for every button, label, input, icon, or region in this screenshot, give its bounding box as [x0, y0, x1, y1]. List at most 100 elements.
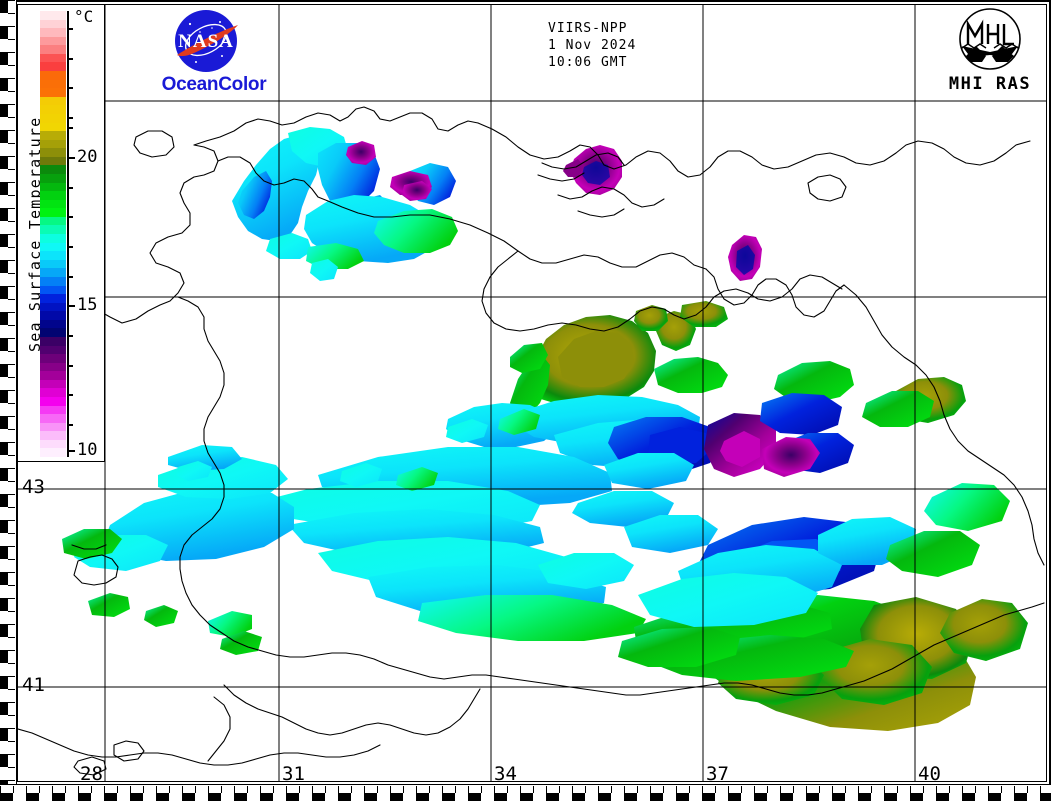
- frame-tick-minor: [871, 786, 872, 793]
- frame-tick: [598, 793, 611, 801]
- frame-tick-minor: [507, 786, 508, 793]
- frame-tick-minor: [949, 786, 950, 793]
- frame-tick-minor: [8, 247, 15, 248]
- colorbar-tick-label: 20: [77, 146, 98, 167]
- frame-tick: [0, 507, 8, 520]
- colorbar-swatch: [40, 53, 66, 63]
- frame-tick-minor: [247, 786, 248, 793]
- frame-tick-minor: [442, 786, 443, 793]
- frame-tick: [0, 572, 8, 585]
- coast-sivash: [557, 186, 665, 208]
- colorbar-swatch: [40, 148, 66, 157]
- frame-tick: [0, 598, 8, 611]
- frame-tick: [0, 78, 8, 91]
- colorbar-swatch: [40, 388, 66, 398]
- frame-tick-minor: [793, 786, 794, 793]
- frame-tick-minor: [8, 650, 15, 651]
- frame-tick-minor: [1014, 786, 1015, 793]
- frame-tick: [299, 793, 312, 801]
- lon-label-31: 31: [282, 763, 305, 785]
- frame-tick-minor: [260, 786, 261, 793]
- frame-tick: [520, 793, 533, 801]
- frame-tick-minor: [572, 786, 573, 793]
- frame-tick: [897, 793, 910, 801]
- sst-patch-nw-shelf-olive-core: [558, 331, 634, 387]
- frame-tick-minor: [286, 786, 287, 793]
- frame-tick-minor: [611, 786, 612, 793]
- frame-tick-minor: [806, 786, 807, 793]
- frame-tick: [0, 390, 8, 403]
- frame-tick: [871, 793, 884, 801]
- frame-tick-minor: [117, 786, 118, 793]
- frame-tick-minor: [8, 13, 15, 14]
- frame-tick-minor: [8, 39, 15, 40]
- frame-tick: [0, 260, 8, 273]
- frame-tick-minor: [208, 786, 209, 793]
- frame-tick-minor: [455, 786, 456, 793]
- coast-caucasus: [843, 284, 1045, 566]
- sst-patch-azov-tail-1: [266, 233, 312, 259]
- frame-tick: [0, 624, 8, 637]
- frame-tick: [442, 793, 455, 801]
- frame-tick-minor: [8, 299, 15, 300]
- frame-tick: [0, 208, 8, 221]
- frame-tick-minor: [8, 611, 15, 612]
- frame-tick-minor: [676, 786, 677, 793]
- frame-tick: [741, 793, 754, 801]
- frame-tick-minor: [884, 786, 885, 793]
- frame-tick: [416, 793, 429, 801]
- lat-label-41: 41: [22, 674, 45, 696]
- frame-tick: [260, 793, 273, 801]
- frame-tick-minor: [8, 585, 15, 586]
- frame-tick: [351, 793, 364, 801]
- lon-label-40: 40: [918, 763, 941, 785]
- sst-patch-nw-green-lobe: [510, 343, 548, 373]
- frame-tick-minor: [8, 26, 15, 27]
- frame-tick-minor: [273, 786, 274, 793]
- sst-frag-mid-3: [538, 553, 634, 589]
- frame-tick-minor: [416, 786, 417, 793]
- frame-tick: [13, 793, 26, 801]
- frame-tick-minor: [8, 663, 15, 664]
- frame-tick-minor: [65, 786, 66, 793]
- frame-tick-minor: [156, 786, 157, 793]
- frame-tick-minor: [702, 786, 703, 793]
- frame-tick-minor: [8, 481, 15, 482]
- frame-tick-minor: [8, 780, 15, 781]
- colorbar-swatch: [40, 268, 66, 277]
- colorbar-swatch: [40, 439, 66, 449]
- frame-tick-minor: [585, 786, 586, 793]
- frame-tick: [0, 351, 8, 364]
- coast-dnipro-liman-2: [537, 172, 585, 182]
- frame-tick: [1040, 793, 1051, 801]
- frame-tick-minor: [8, 728, 15, 729]
- frame-tick-minor: [8, 169, 15, 170]
- colorbar-swatch: [40, 345, 66, 355]
- frame-tick-minor: [8, 689, 15, 690]
- frame-tick: [0, 442, 8, 455]
- frame-tick: [0, 728, 8, 741]
- frame-tick-minor: [897, 786, 898, 793]
- frame-tick-minor: [0, 786, 1, 793]
- colorbar-swatch: [40, 113, 66, 123]
- sst-frag-sw-3: [176, 461, 212, 481]
- frame-tick-minor: [8, 91, 15, 92]
- frame-tick-minor: [8, 52, 15, 53]
- colorbar-swatch: [40, 28, 66, 37]
- frame-right-border: [1049, 0, 1051, 801]
- colorbar-swatch: [40, 173, 66, 183]
- frame-tick: [130, 793, 143, 801]
- sst-patch-crimea-se-green: [774, 361, 854, 403]
- frame-tick: [247, 793, 260, 801]
- frame-tick: [0, 156, 8, 169]
- frame-tick: [0, 52, 8, 65]
- frame-tick: [143, 793, 156, 801]
- frame-tick-minor: [8, 234, 15, 235]
- frame-tick-minor: [8, 507, 15, 508]
- frame-tick-minor: [221, 786, 222, 793]
- colorbar-minor-tick: [67, 335, 73, 338]
- frame-tick-minor: [13, 786, 14, 793]
- frame-tick-minor: [1027, 786, 1028, 793]
- frame-tick: [0, 182, 8, 195]
- frame-tick-minor: [8, 572, 15, 573]
